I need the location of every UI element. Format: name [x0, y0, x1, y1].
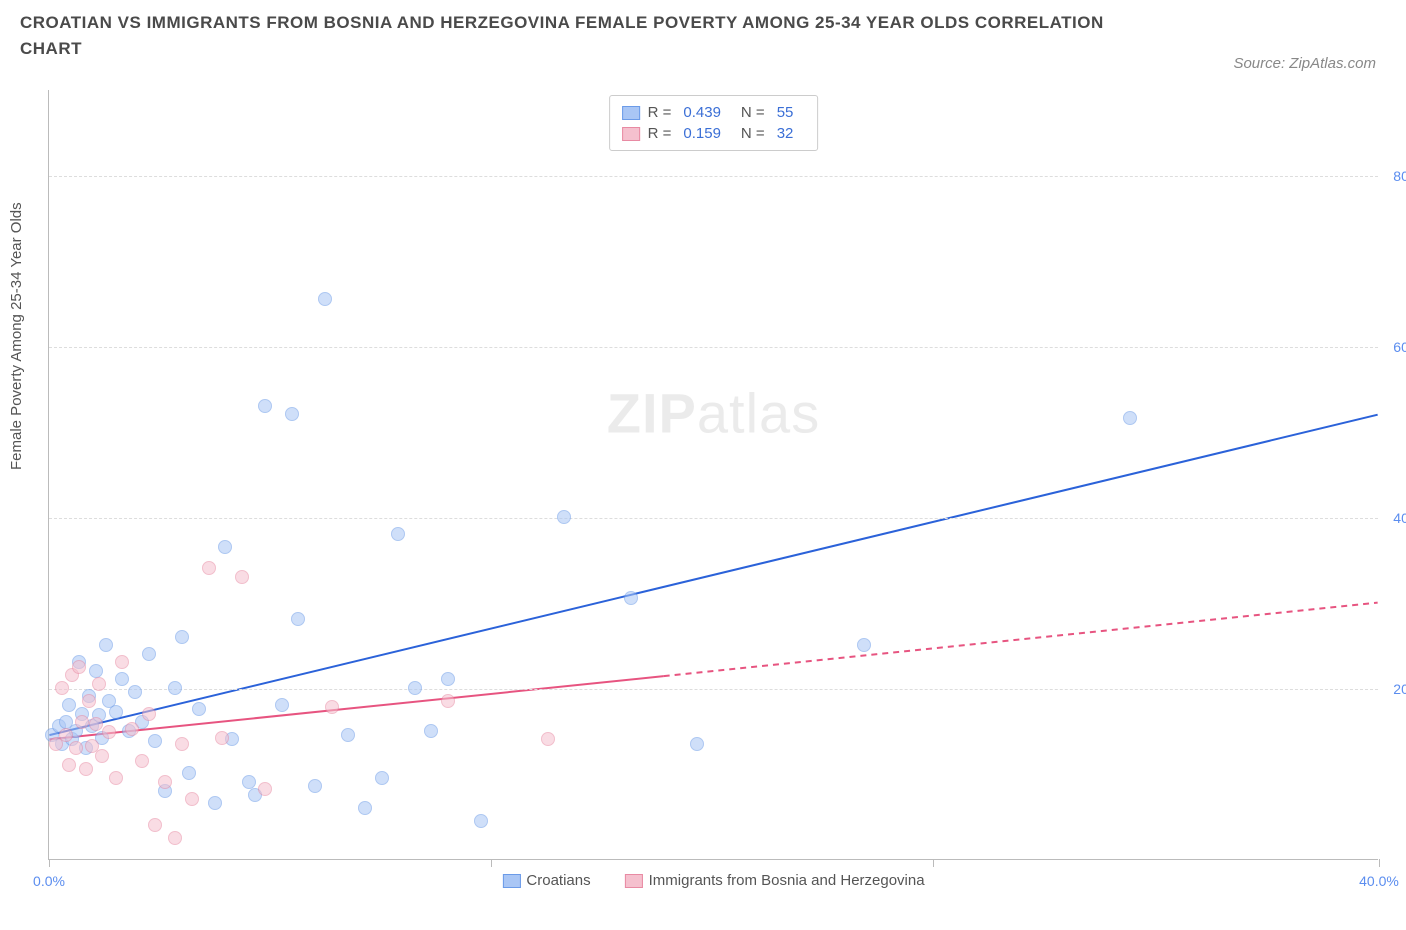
data-point [1123, 411, 1137, 425]
y-axis-label: Female Poverty Among 25-34 Year Olds [8, 202, 25, 470]
scatter-chart: ZIPatlas R = 0.439 N = 55 R = 0.159 N = … [48, 90, 1378, 860]
data-point [358, 801, 372, 815]
data-point [148, 818, 162, 832]
data-point [82, 694, 96, 708]
y-tick-label: 40.0% [1393, 510, 1406, 526]
r-value-croatians: 0.439 [683, 104, 721, 121]
data-point [55, 681, 69, 695]
data-point [99, 638, 113, 652]
data-point [158, 775, 172, 789]
data-point [135, 754, 149, 768]
data-point [185, 792, 199, 806]
y-tick-label: 80.0% [1393, 168, 1406, 184]
data-point [235, 570, 249, 584]
data-point [208, 796, 222, 810]
data-point [62, 758, 76, 772]
data-point [218, 540, 232, 554]
series-legend: Croatians Immigrants from Bosnia and Her… [490, 872, 936, 889]
x-tick [933, 859, 934, 867]
x-tick [49, 859, 50, 867]
data-point [102, 725, 116, 739]
y-tick-label: 20.0% [1393, 681, 1406, 697]
trend-lines [49, 90, 1378, 859]
data-point [142, 647, 156, 661]
data-point [128, 685, 142, 699]
data-point [215, 731, 229, 745]
x-tick-label: 0.0% [33, 873, 65, 889]
data-point [115, 672, 129, 686]
data-point [285, 407, 299, 421]
data-point [175, 630, 189, 644]
legend-swatch-immigrants [622, 127, 640, 141]
legend-row-immigrants: R = 0.159 N = 32 [622, 123, 806, 144]
data-point [202, 561, 216, 575]
data-point [258, 782, 272, 796]
data-point [258, 399, 272, 413]
data-point [72, 660, 86, 674]
data-point [424, 724, 438, 738]
x-tick [1379, 859, 1380, 867]
correlation-legend: R = 0.439 N = 55 R = 0.159 N = 32 [609, 95, 819, 151]
data-point [690, 737, 704, 751]
data-point [79, 762, 93, 776]
data-point [408, 681, 422, 695]
data-point [375, 771, 389, 785]
data-point [69, 741, 83, 755]
legend-swatch-croatians [622, 106, 640, 120]
data-point [275, 698, 289, 712]
x-tick [491, 859, 492, 867]
data-point [168, 831, 182, 845]
r-value-immigrants: 0.159 [683, 125, 721, 142]
data-point [92, 677, 106, 691]
n-value-croatians: 55 [777, 104, 794, 121]
data-point [115, 655, 129, 669]
data-point [89, 717, 103, 731]
data-point [89, 664, 103, 678]
grid-line [49, 689, 1378, 690]
chart-title: CROATIAN VS IMMIGRANTS FROM BOSNIA AND H… [20, 10, 1120, 61]
data-point [557, 510, 571, 524]
data-point [59, 728, 73, 742]
grid-line [49, 176, 1378, 177]
data-point [62, 698, 76, 712]
data-point [308, 779, 322, 793]
grid-line [49, 347, 1378, 348]
data-point [148, 734, 162, 748]
legend-row-croatians: R = 0.439 N = 55 [622, 102, 806, 123]
data-point [341, 728, 355, 742]
legend-item-croatians: Croatians [502, 872, 590, 889]
data-point [125, 722, 139, 736]
data-point [182, 766, 196, 780]
data-point [168, 681, 182, 695]
data-point [624, 591, 638, 605]
data-point [95, 749, 109, 763]
watermark: ZIPatlas [607, 380, 820, 445]
data-point [541, 732, 555, 746]
legend-swatch-icon [625, 874, 643, 888]
data-point [75, 715, 89, 729]
grid-line [49, 518, 1378, 519]
data-point [441, 672, 455, 686]
data-point [325, 700, 339, 714]
data-point [142, 707, 156, 721]
x-tick-label: 40.0% [1359, 873, 1399, 889]
data-point [175, 737, 189, 751]
legend-swatch-icon [502, 874, 520, 888]
data-point [291, 612, 305, 626]
data-point [318, 292, 332, 306]
data-point [109, 771, 123, 785]
data-point [857, 638, 871, 652]
data-point [441, 694, 455, 708]
data-point [109, 705, 123, 719]
y-tick-label: 60.0% [1393, 339, 1406, 355]
data-point [391, 527, 405, 541]
data-point [474, 814, 488, 828]
n-value-immigrants: 32 [777, 125, 794, 142]
data-point [192, 702, 206, 716]
source-attribution: Source: ZipAtlas.com [1233, 55, 1376, 72]
legend-item-immigrants: Immigrants from Bosnia and Herzegovina [625, 872, 925, 889]
